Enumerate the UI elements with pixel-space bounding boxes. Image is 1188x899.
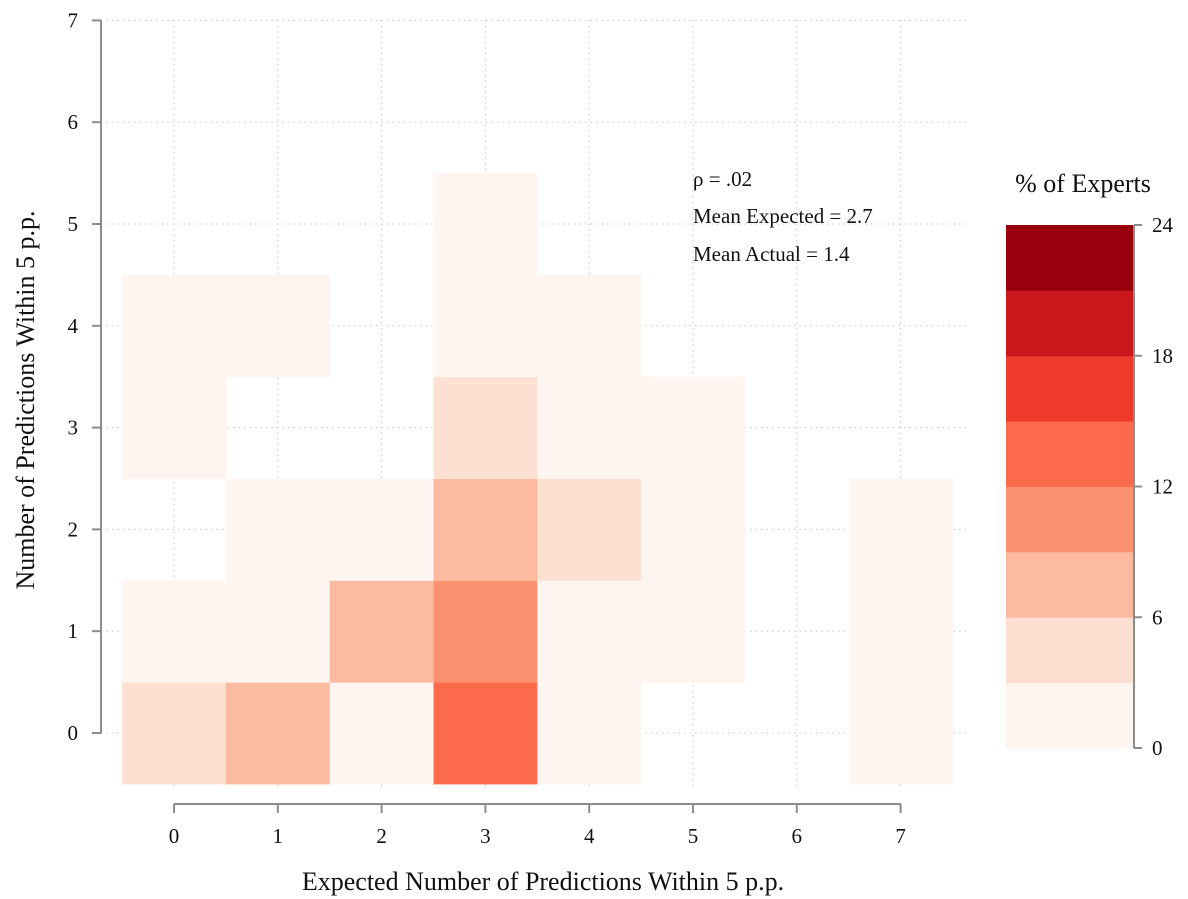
y-tick-label: 3 xyxy=(68,416,79,440)
heatmap-cell xyxy=(225,274,331,378)
colorbar-bin xyxy=(1006,290,1134,357)
colorbar-tick-label: 6 xyxy=(1152,605,1163,629)
heatmap-cell xyxy=(433,478,538,581)
heatmap-cells xyxy=(122,173,953,785)
heatmap-cell xyxy=(329,682,434,785)
heatmap-cell xyxy=(433,274,538,378)
heatmap-cell xyxy=(433,682,538,785)
heatmap-cell xyxy=(641,580,746,683)
annotations: ρ = .02 Mean Expected = 2.7 Mean Actual … xyxy=(693,167,873,266)
colorbar-bin xyxy=(1006,421,1134,487)
y-tick-label: 7 xyxy=(68,8,79,32)
colorbar-ticks: 0 6 12 18 24 xyxy=(1134,213,1174,760)
colorbar-title: % of Experts xyxy=(1015,169,1151,198)
y-tick-label: 6 xyxy=(68,110,79,134)
heatmap-cell xyxy=(848,478,953,581)
colorbar-legend: % of Experts 0 6 12 18 24 xyxy=(1006,169,1174,760)
x-tick-label: 4 xyxy=(584,824,595,848)
heatmap-cell xyxy=(641,376,746,479)
colorbar-bin xyxy=(1006,617,1134,684)
heatmap-cell xyxy=(329,580,434,683)
colorbar-tick-label: 0 xyxy=(1152,736,1163,760)
x-axis-title: Expected Number of Predictions Within 5 … xyxy=(302,867,784,896)
heatmap-cell xyxy=(329,478,434,581)
heatmap-cell xyxy=(848,580,953,683)
y-ticks: 0 1 2 3 4 5 6 7 xyxy=(68,8,101,745)
colorbar-tick-label: 18 xyxy=(1152,344,1173,368)
y-tick-label: 5 xyxy=(68,212,79,236)
colorbar-bin xyxy=(1006,486,1134,553)
colorbar-bin xyxy=(1006,551,1134,618)
heatmap-cell xyxy=(537,682,642,785)
colorbar-tick-label: 24 xyxy=(1152,213,1174,237)
y-axis-title: Number of Predictions Within 5 p.p. xyxy=(11,210,40,589)
x-tick-label: 3 xyxy=(480,824,491,848)
y-tick-label: 2 xyxy=(68,517,79,541)
heatmap-cell xyxy=(537,478,642,581)
x-tick-label: 6 xyxy=(792,824,803,848)
y-tick-label: 1 xyxy=(68,619,79,643)
heatmap-cell xyxy=(122,580,227,683)
heatmap-cell xyxy=(225,682,331,785)
heatmap-cell xyxy=(537,376,642,479)
axes xyxy=(100,20,901,805)
colorbar-tick-label: 12 xyxy=(1152,475,1173,499)
colorbar-bins xyxy=(1006,225,1134,749)
heatmap-cell xyxy=(537,274,642,378)
annotation-rho: ρ = .02 xyxy=(693,167,752,191)
annotation-mean-actual: Mean Actual = 1.4 xyxy=(693,242,850,266)
x-tick-label: 2 xyxy=(376,824,387,848)
heatmap-cell xyxy=(537,580,642,683)
x-tick-label: 1 xyxy=(273,824,284,848)
annotation-mean-expected: Mean Expected = 2.7 xyxy=(693,204,873,228)
heatmap-cell xyxy=(225,580,331,683)
x-ticks: 0 1 2 3 4 5 6 7 xyxy=(169,804,906,848)
heatmap-cell xyxy=(641,478,746,581)
colorbar-bin xyxy=(1006,225,1134,291)
heatmap-cell xyxy=(122,682,227,785)
heatmap-cell xyxy=(122,376,227,479)
heatmap-cell xyxy=(433,376,538,479)
colorbar-bin xyxy=(1006,682,1134,749)
heatmap-cell xyxy=(225,478,331,581)
heatmap-cell xyxy=(433,173,538,276)
y-tick-label: 0 xyxy=(68,721,79,745)
x-tick-label: 7 xyxy=(895,824,906,848)
y-tick-label: 4 xyxy=(68,314,79,338)
heatmap-cell xyxy=(848,682,953,785)
x-tick-label: 5 xyxy=(688,824,699,848)
colorbar-bin xyxy=(1006,355,1134,422)
heatmap-cell xyxy=(433,580,538,683)
heatmap-cell xyxy=(122,274,227,378)
x-tick-label: 0 xyxy=(169,824,180,848)
